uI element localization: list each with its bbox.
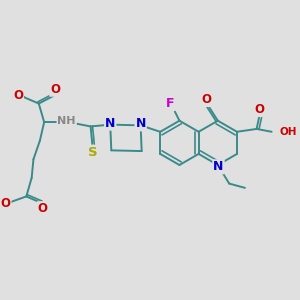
Text: F: F [166, 97, 175, 110]
Text: O: O [1, 197, 10, 210]
Text: O: O [254, 103, 265, 116]
Text: NH: NH [57, 116, 76, 126]
Text: S: S [88, 146, 97, 159]
Text: O: O [38, 202, 48, 215]
Text: N: N [135, 117, 146, 130]
Text: N: N [105, 117, 116, 130]
Text: O: O [50, 83, 60, 96]
Text: OH: OH [280, 127, 297, 137]
Text: O: O [201, 93, 212, 106]
Text: N: N [213, 160, 224, 173]
Text: O: O [13, 89, 23, 102]
